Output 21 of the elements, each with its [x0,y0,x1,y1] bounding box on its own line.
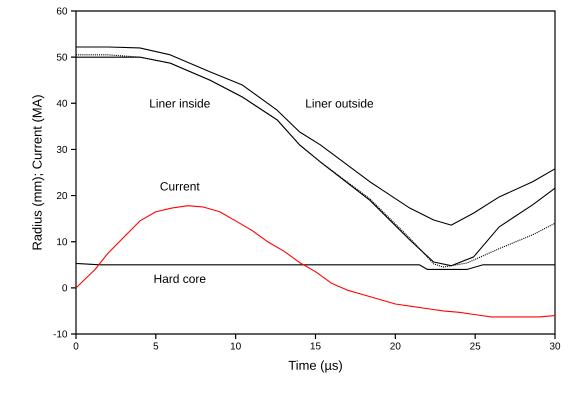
y-tick-label: 60 [56,7,68,15]
y-tick-label: 20 [56,192,68,200]
series-label: Liner inside [150,98,210,108]
x-tick-label: 10 [230,342,241,350]
y-tick-label: 30 [56,146,68,153]
x-tick-label: 20 [390,342,400,350]
x-tick-label: 30 [550,342,560,350]
series-label: Hard core [154,274,206,284]
series-label: Current [160,182,200,191]
x-tick-label: 15 [310,342,321,350]
y-tick-label: 40 [56,100,68,107]
y-tick-label: 10 [57,238,68,246]
y-tick-label: 0 [62,284,68,292]
x-tick-label: 5 [153,342,158,350]
y-axis-title: Radius (mm); Current (MA) [32,95,44,250]
x-tick-label: 25 [470,342,480,350]
x-axis-title: Time (µs) [288,360,342,372]
y-tick-label: -10 [54,330,68,338]
y-tick-label: 50 [56,54,68,61]
series-label: Liner outside [306,98,374,108]
x-tick-label: 0 [74,342,78,350]
